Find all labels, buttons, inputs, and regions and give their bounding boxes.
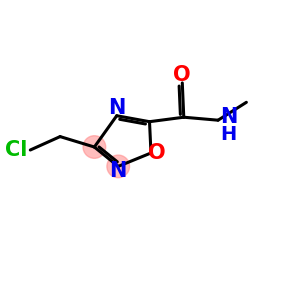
Circle shape <box>83 136 106 158</box>
Text: H: H <box>220 125 237 144</box>
Text: O: O <box>148 143 166 163</box>
Text: N: N <box>108 98 125 118</box>
Text: N: N <box>220 107 238 127</box>
Circle shape <box>107 155 130 178</box>
Text: Cl: Cl <box>5 140 27 160</box>
Text: N: N <box>110 161 127 181</box>
Text: O: O <box>173 64 191 85</box>
